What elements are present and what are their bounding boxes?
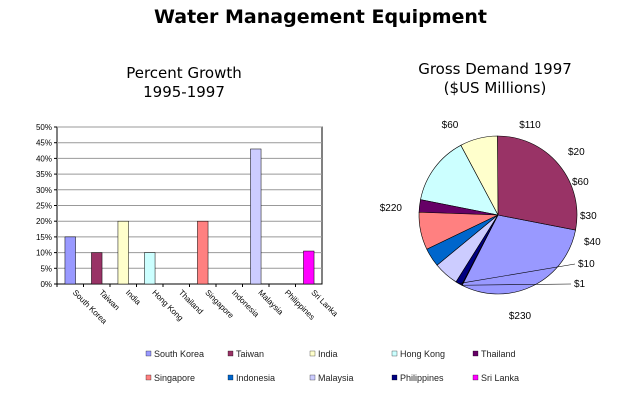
legend-label-south-korea: South Korea	[154, 349, 204, 359]
y-tick-label: 5%	[40, 264, 52, 273]
pie-chart-title: Gross Demand 1997 ($US Millions)	[385, 60, 605, 98]
y-tick-label: 50%	[36, 123, 52, 132]
pie-chart: $230 $220 $60 $110 $20 $60 $30 $40 $10 $1	[380, 120, 601, 322]
bar-chart: 0%5%10%15%20%25%30%35%40%45%50%South Kor…	[36, 123, 340, 326]
y-tick-label: 10%	[36, 249, 52, 258]
legend-label-malaysia: Malaysia	[318, 373, 354, 383]
y-tick-label: 0%	[40, 280, 52, 289]
legend-swatch-singapore	[145, 374, 152, 381]
legend-swatch-south-korea	[145, 350, 152, 357]
pie-label-malaysia: $40	[584, 237, 601, 248]
legend-swatch-indonesia	[227, 374, 234, 381]
pie-label-sri-lanka: $1	[574, 279, 586, 290]
y-tick-label: 30%	[36, 186, 52, 195]
legend: South Korea Taiwan India Hong Kong Thailand S…	[145, 349, 519, 383]
pie-label-philippines: $10	[578, 259, 595, 270]
legend-swatch-india	[309, 350, 316, 357]
main-title: Water Management Equipment	[153, 6, 488, 28]
legend-swatch-malaysia	[309, 374, 316, 381]
bar-south-korea	[64, 236, 76, 285]
y-tick-label: 25%	[36, 202, 52, 211]
bar-hong-kong	[144, 252, 156, 285]
bar-sri-lanka	[303, 250, 315, 285]
pie-leader-line	[458, 263, 576, 284]
bar-india	[117, 220, 129, 285]
legend-swatch-taiwan	[227, 350, 234, 357]
legend-swatch-hong-kong	[391, 350, 398, 357]
pie-chart-title-line-1: Gross Demand 1997	[418, 60, 572, 78]
bar-malaysia	[250, 148, 262, 285]
pie-leader-line	[461, 283, 572, 286]
bar-chart-title: Percent Growth 1995-1997	[70, 64, 298, 102]
pie-label-singapore: $60	[572, 177, 589, 188]
legend-label-hong-kong: Hong Kong	[400, 349, 445, 359]
legend-label-philippines: Philippines	[400, 373, 444, 383]
x-tick-label: Malaysia	[256, 288, 285, 317]
legend-label-thailand: Thailand	[481, 349, 516, 359]
x-tick-label: Taiwan	[97, 288, 121, 312]
legend-label-india: India	[318, 349, 338, 359]
legend-label-singapore: Singapore	[154, 373, 195, 383]
pie-slice-south-korea	[461, 214, 576, 295]
legend-swatch-thailand	[472, 350, 479, 357]
legend-label-indonesia: Indonesia	[236, 373, 275, 383]
y-tick-label: 35%	[36, 170, 52, 179]
bar-chart-title-line-2: 1995-1997	[143, 83, 225, 101]
pie-slice-hong-kong	[420, 144, 499, 216]
legend-label-taiwan: Taiwan	[236, 349, 264, 359]
legend-swatch-philippines	[391, 374, 398, 381]
y-tick-label: 20%	[36, 217, 52, 226]
pie-label-south-korea: $230	[509, 311, 532, 322]
x-tick-label: India	[124, 288, 143, 307]
pie-label-thailand: $20	[568, 147, 585, 158]
y-tick-label: 40%	[36, 154, 52, 163]
legend-label-sri-lanka: Sri Lanka	[481, 373, 519, 383]
pie-label-taiwan: $220	[380, 203, 403, 214]
pie-label-indonesia: $30	[580, 211, 597, 222]
bar-chart-title-line-1: Percent Growth	[126, 64, 242, 82]
bar-taiwan	[91, 252, 103, 285]
y-tick-label: 45%	[36, 139, 52, 148]
bar-singapore	[197, 220, 209, 285]
pie-chart-title-line-2: ($US Millions)	[443, 79, 547, 97]
legend-swatch-sri-lanka	[472, 374, 479, 381]
pie-slice-taiwan	[497, 135, 578, 231]
y-tick-label: 15%	[36, 233, 52, 242]
pie-label-hong-kong: $110	[519, 120, 541, 131]
pie-label-india: $60	[442, 120, 459, 131]
